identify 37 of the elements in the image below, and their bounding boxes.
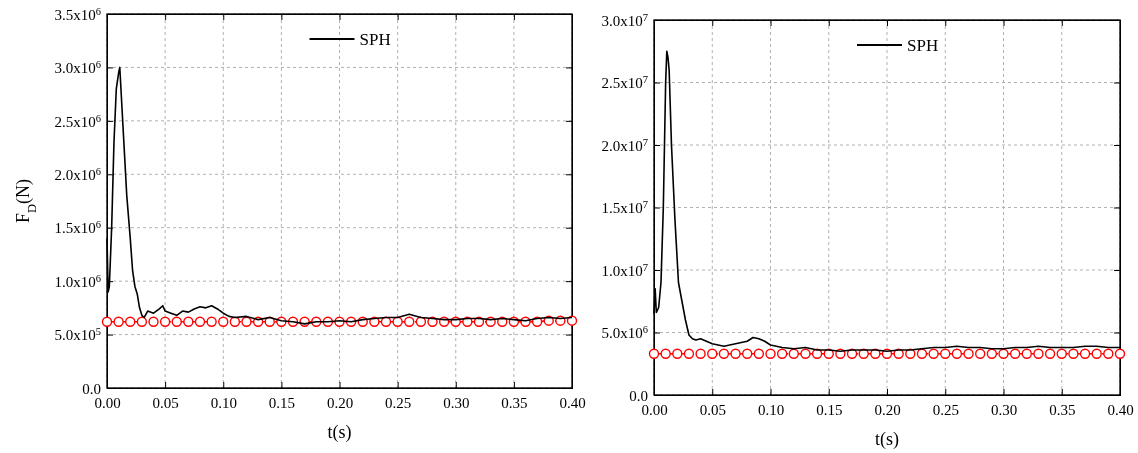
y-tick-label: 1.0x10$^{6}$ xyxy=(54,272,101,290)
y-tick-label: 2.0x10$^{6}$ xyxy=(54,165,101,184)
x-tick-label: 0.15 xyxy=(816,402,843,418)
x-tick-label: 0.05 xyxy=(152,395,179,411)
x-tick-label: 0.25 xyxy=(932,402,959,418)
x-tick-label: 0.40 xyxy=(1107,402,1134,418)
x-tick-label: 0.30 xyxy=(990,402,1018,418)
x-tick-label: 0.05 xyxy=(699,402,726,418)
x-tick-label: 0.35 xyxy=(1049,402,1076,418)
x-tick-label: 0.25 xyxy=(385,395,412,411)
x-axis-title: t(s) xyxy=(327,422,352,443)
y-tick-label: 2.0x10$^{7}$ xyxy=(601,136,648,154)
x-tick-label: 0.15 xyxy=(268,395,295,411)
x-tick-label: 0.10 xyxy=(757,402,785,418)
legend-label: SPH xyxy=(359,29,391,49)
y-tick-label: 1.0x10$^{7}$ xyxy=(601,261,648,279)
x-tick-label: 0.35 xyxy=(501,395,528,411)
x-tick-label: 0.30 xyxy=(443,395,470,411)
y-tick-label: 3.0x10$^{6}$ xyxy=(54,58,101,77)
y-tick-label: 0.0 xyxy=(629,387,648,404)
y-tick-label: 5.0x10$^{6}$ xyxy=(601,323,648,342)
y-tick-label: 1.5x10$^{7}$ xyxy=(601,198,648,217)
y-tick-label: 0.0 xyxy=(82,380,101,397)
y-tick-label: 3.5x10$^{6}$ xyxy=(54,5,101,23)
x-tick-label: 0.10 xyxy=(210,395,237,411)
legend-label: SPH xyxy=(907,35,939,55)
y-tick-label: 1.5x10$^{6}$ xyxy=(54,218,101,237)
x-tick-label: 0.40 xyxy=(559,395,586,411)
x-tick-label: 0.00 xyxy=(641,402,668,418)
x-tick-label: 0.00 xyxy=(94,395,121,411)
y-tick-label: 2.5x10$^{6}$ xyxy=(54,112,101,130)
x-tick-label: 0.20 xyxy=(326,395,354,411)
y-tick-label: 5.0x10$^{5}$ xyxy=(54,325,101,344)
y-tick-label: 2.5x10$^{7}$ xyxy=(601,73,648,92)
y-tick-label: 3.0x10$^{7}$ xyxy=(601,11,648,29)
x-axis-title: t(s) xyxy=(875,429,899,450)
x-tick-label: 0.20 xyxy=(874,402,901,418)
